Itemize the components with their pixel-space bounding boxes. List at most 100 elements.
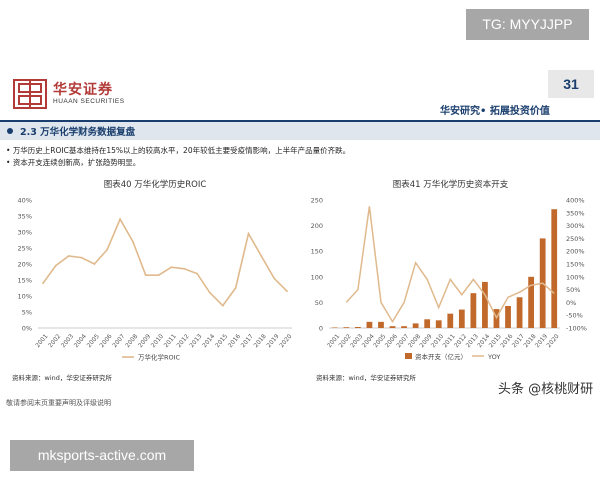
y-tick-label: 35% (18, 213, 32, 221)
legend-capex-swatch (405, 353, 412, 359)
capex-bar (378, 321, 384, 328)
x-tick-label: 2006 (98, 333, 113, 349)
y-tick-label: 0% (22, 325, 32, 333)
yoy-series-line (345, 206, 555, 324)
chart-source-capex: 资料来源：wind，华安证券研究所 (316, 374, 416, 382)
bullet-text: 资本开支连续创新高，扩张趋势明显。 (12, 158, 141, 167)
tg-watermark-label: TG: MYYJJPP (466, 9, 589, 40)
capex-bar (435, 320, 442, 328)
roic-line-chart: 0%5%10%15%20%25%30%35%40%200120022003200… (18, 197, 294, 362)
bullet-text: 万华历史上ROIC基本维持在15%以上的较高水平，20年较低主要受疫情影响，上半… (12, 146, 351, 155)
capex-bar (424, 319, 431, 328)
y-tick-label: 5% (22, 309, 32, 317)
x-tick-label: 2019 (265, 333, 280, 349)
capex-bar (528, 276, 535, 328)
roic-data-point (183, 267, 186, 270)
y-tick-label: 10% (18, 293, 32, 301)
y-left-tick-label: 200 (311, 222, 323, 230)
capex-bar (343, 327, 350, 328)
footer-note: 敬请参阅末页重要声明及评级说明 (6, 399, 111, 407)
x-tick-label: 2001 (34, 333, 49, 349)
capex-bar (551, 209, 558, 328)
roic-data-point (67, 255, 70, 257)
roic-data-point (93, 263, 96, 265)
x-tick-label: 2014 (201, 333, 216, 349)
roic-series-line (42, 217, 288, 307)
y-left-tick-label: 50 (315, 299, 323, 307)
bullet-dot-icon: • (6, 158, 13, 167)
roic-data-point (221, 304, 224, 307)
x-tick-label: 2009 (137, 333, 152, 349)
roic-data-point (119, 218, 121, 221)
legend-capex-label: 资本开支（亿元） (415, 352, 467, 361)
y-right-tick-label: 0% (566, 299, 576, 307)
y-tick-label: 30% (18, 229, 32, 237)
capex-bar-chart: 0 50 100 150 200 250 -100% -50% 0% 50% 100% 150% 200… (311, 197, 587, 362)
roic-data-point (247, 232, 250, 235)
roic-data-point (144, 274, 147, 277)
y-right-tick-label: -100% (566, 325, 587, 333)
x-tick-label: 2018 (253, 333, 268, 349)
roic-data-point (80, 256, 83, 259)
x-tick-label: 2011 (163, 333, 178, 349)
brand-name-en: HUAAN SECURITIES (53, 98, 125, 105)
x-tick-label: 2002 (47, 333, 62, 349)
y-tick-label: 40% (18, 197, 32, 205)
bullet-item: • 万华历史上ROIC基本维持在15%以上的较高水平，20年较低主要受疫情影响，… (6, 145, 350, 156)
chart-title-capex: 图表41 万华化学历史资本开支 (392, 180, 509, 190)
roic-data-point (286, 290, 288, 293)
capex-bar (516, 297, 523, 328)
roic-data-point (209, 291, 211, 294)
y-right-tick-label: 250% (566, 235, 585, 243)
roic-data-point (273, 277, 276, 280)
y-right-tick-label: 350% (566, 209, 585, 217)
roic-data-point (260, 255, 263, 257)
y-left-tick-label: 0 (319, 325, 323, 333)
y-right-tick-label: 150% (566, 261, 585, 269)
y-right-tick-label: 100% (566, 273, 585, 281)
chart-title-roic: 图表40 万华化学历史ROIC (103, 180, 207, 190)
roic-data-point (54, 264, 57, 267)
x-tick-label: 2007 (111, 333, 126, 349)
y-right-tick-label: -50% (566, 312, 583, 320)
x-tick-label: 2020 (278, 333, 293, 349)
legend-roic-label: 万华化学ROIC (138, 353, 181, 362)
capex-bar (412, 323, 419, 328)
bullet-dot-icon: • (6, 146, 13, 155)
capex-bar (447, 313, 454, 328)
roic-data-point (157, 274, 160, 277)
capex-bar (366, 321, 373, 328)
capex-bar (482, 281, 488, 328)
x-tick-label: 2013 (188, 333, 203, 349)
site-watermark-label: mksports-active.com (10, 440, 194, 471)
x-tick-label: 2017 (240, 333, 255, 349)
chart-source-roic: 资料来源：wind，华安证券研究所 (12, 374, 112, 382)
x-tick-label: 2004 (73, 333, 88, 349)
capex-bar (354, 326, 361, 328)
y-right-tick-label: 200% (566, 248, 585, 256)
capex-bar (389, 326, 396, 328)
capex-bar (470, 293, 477, 328)
y-tick-label: 25% (18, 245, 32, 253)
y-left-tick-label: 150 (311, 248, 323, 256)
y-tick-label: 15% (18, 277, 32, 285)
roic-data-point (196, 272, 199, 275)
page-number: 31 (548, 70, 594, 98)
header-divider (0, 120, 600, 122)
section-title: 2.3 万华化学财务数据复盘 (20, 127, 136, 138)
y-left-tick-label: 100 (311, 273, 323, 281)
roic-data-point (234, 287, 237, 289)
capex-bar (505, 305, 511, 328)
x-tick-label: 2015 (214, 333, 229, 349)
x-tick-label: 2005 (86, 333, 101, 349)
huaan-logo-icon (13, 79, 47, 109)
x-tick-label: 2012 (176, 333, 191, 349)
roic-data-point (42, 282, 44, 285)
section-bullet-icon (7, 128, 13, 134)
toutiao-watermark: 头条 @核桃财研 (498, 382, 594, 397)
bullet-item: • 资本开支连续创新高，扩张趋势明显。 (6, 157, 140, 168)
x-tick-label: 2016 (227, 333, 242, 349)
capex-bar (331, 327, 338, 328)
roic-data-point (106, 248, 109, 251)
brand-name-cn: 华安证券 (53, 82, 113, 98)
